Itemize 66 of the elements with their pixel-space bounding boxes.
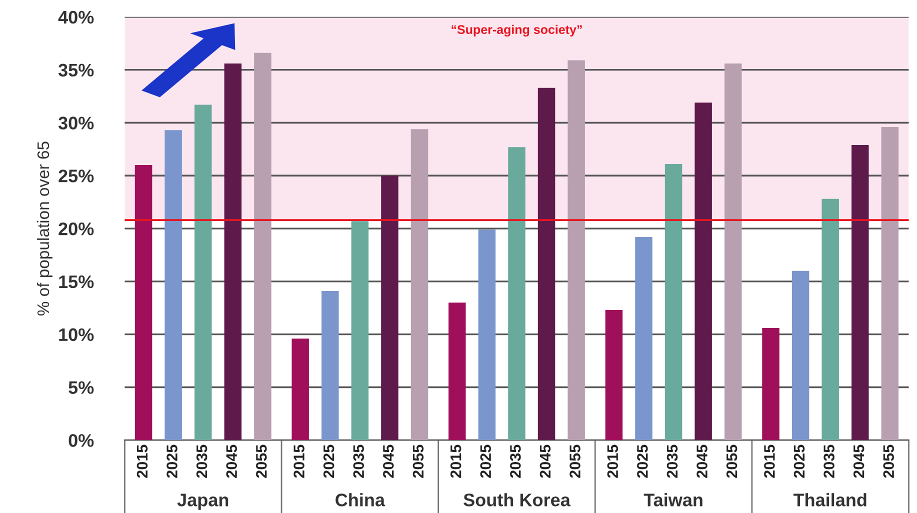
text: 2055	[412, 444, 424, 478]
bar	[224, 63, 242, 440]
x-tick-label: Japan	[177, 494, 228, 510]
bar	[568, 60, 585, 440]
bar	[381, 176, 398, 440]
x-tick-label: China	[336, 493, 386, 506]
text: 2045	[226, 444, 238, 478]
text: 2015	[764, 444, 775, 478]
band-label: “Super-aging society”	[452, 24, 582, 37]
bar	[822, 198, 839, 440]
text: 2055	[256, 444, 267, 478]
bar	[351, 221, 369, 440]
text: 2035	[824, 444, 834, 478]
x-tick-label: Thailand	[793, 493, 866, 506]
y-tick-label: 25%	[58, 170, 94, 182]
bar	[762, 328, 780, 440]
text: 2035	[510, 444, 521, 478]
bar	[448, 302, 466, 440]
text: 2045	[696, 444, 708, 478]
x-tick-label: Taiwan	[644, 493, 702, 506]
bar	[410, 129, 428, 440]
bar	[694, 102, 712, 440]
y-tick-label: 10%	[59, 328, 94, 342]
y-tick-label: 40%	[58, 10, 94, 24]
bar	[792, 270, 810, 440]
text: 2045	[853, 444, 864, 478]
y-tick-label: 35%	[58, 64, 94, 77]
text: 2025	[637, 444, 648, 478]
text: 2055	[883, 444, 894, 478]
bar	[635, 237, 652, 440]
text: 2015	[607, 444, 618, 478]
text: 2045	[383, 444, 394, 478]
text: 2055	[570, 444, 580, 478]
bar	[605, 310, 623, 440]
y-tick-label: 0%	[68, 434, 94, 447]
text: 2025	[794, 444, 805, 478]
y-axis-title: % of population over 65	[36, 142, 52, 316]
text: 2025	[166, 444, 178, 478]
text: 2015	[294, 444, 304, 478]
bar	[724, 63, 742, 440]
bar	[322, 290, 339, 440]
y-tick-label: 5%	[68, 381, 94, 394]
bar	[194, 104, 212, 440]
bar	[478, 230, 496, 440]
y-tick-label: 15%	[59, 275, 94, 288]
bar	[254, 52, 272, 440]
text: 2035	[196, 444, 208, 478]
text: 2025	[323, 444, 334, 478]
text: 2055	[726, 444, 738, 478]
y-tick-label: 20%	[58, 222, 94, 236]
bar	[664, 164, 682, 440]
text: 2035	[666, 444, 678, 478]
bar	[852, 144, 869, 440]
bar	[881, 126, 899, 440]
y-tick-label: 30%	[58, 116, 94, 130]
bar	[538, 88, 556, 440]
text: 2025	[480, 444, 492, 478]
text: 2015	[136, 444, 148, 478]
text: 2015	[450, 444, 462, 478]
text: 2045	[540, 444, 551, 478]
bar	[508, 147, 526, 440]
x-tick-label: South Korea	[464, 493, 571, 506]
bar	[164, 130, 182, 440]
bar	[134, 165, 152, 440]
bar	[292, 338, 309, 440]
text: 2035	[353, 444, 364, 478]
